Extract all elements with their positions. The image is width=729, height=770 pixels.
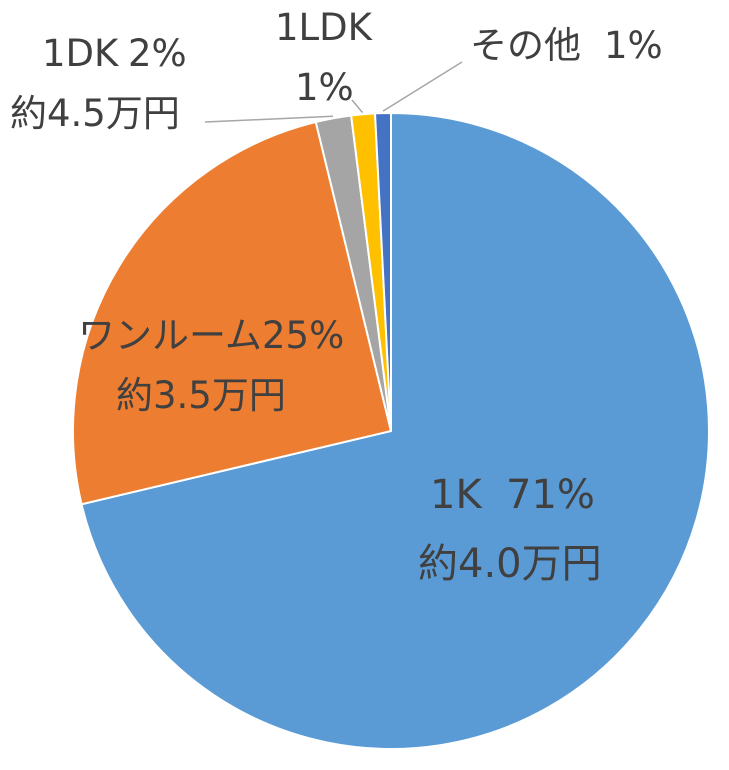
label-other-category: その他	[470, 24, 581, 67]
leader-line-other	[382, 61, 463, 112]
label-oneroom-category: ワンルーム	[78, 314, 262, 357]
leader-lines	[204, 61, 463, 123]
pie-slices	[71, 111, 710, 750]
leader-line-1ldk	[351, 99, 364, 113]
label-oneroom-price: 約3.5万円	[116, 374, 286, 417]
label-other-percent: 1%	[604, 24, 663, 67]
leader-line-1dk	[204, 115, 334, 123]
slice-1k	[80, 111, 710, 750]
label-1dk-category: 1DK	[42, 32, 120, 75]
label-1dk-price: 約4.5万円	[10, 92, 180, 135]
label-1k-percent: 71%	[506, 472, 595, 518]
slice-oneroom	[71, 120, 393, 506]
label-1k-category: 1K	[430, 472, 483, 518]
label-1ldk-category: 1LDK	[275, 6, 374, 49]
label-1dk-percent: 2%	[128, 32, 187, 75]
slice-other	[373, 111, 392, 432]
label-1ldk-percent: 1%	[295, 66, 354, 109]
label-1k-price: 約4.0万円	[418, 541, 602, 587]
label-oneroom-percent: 25%	[262, 314, 344, 357]
